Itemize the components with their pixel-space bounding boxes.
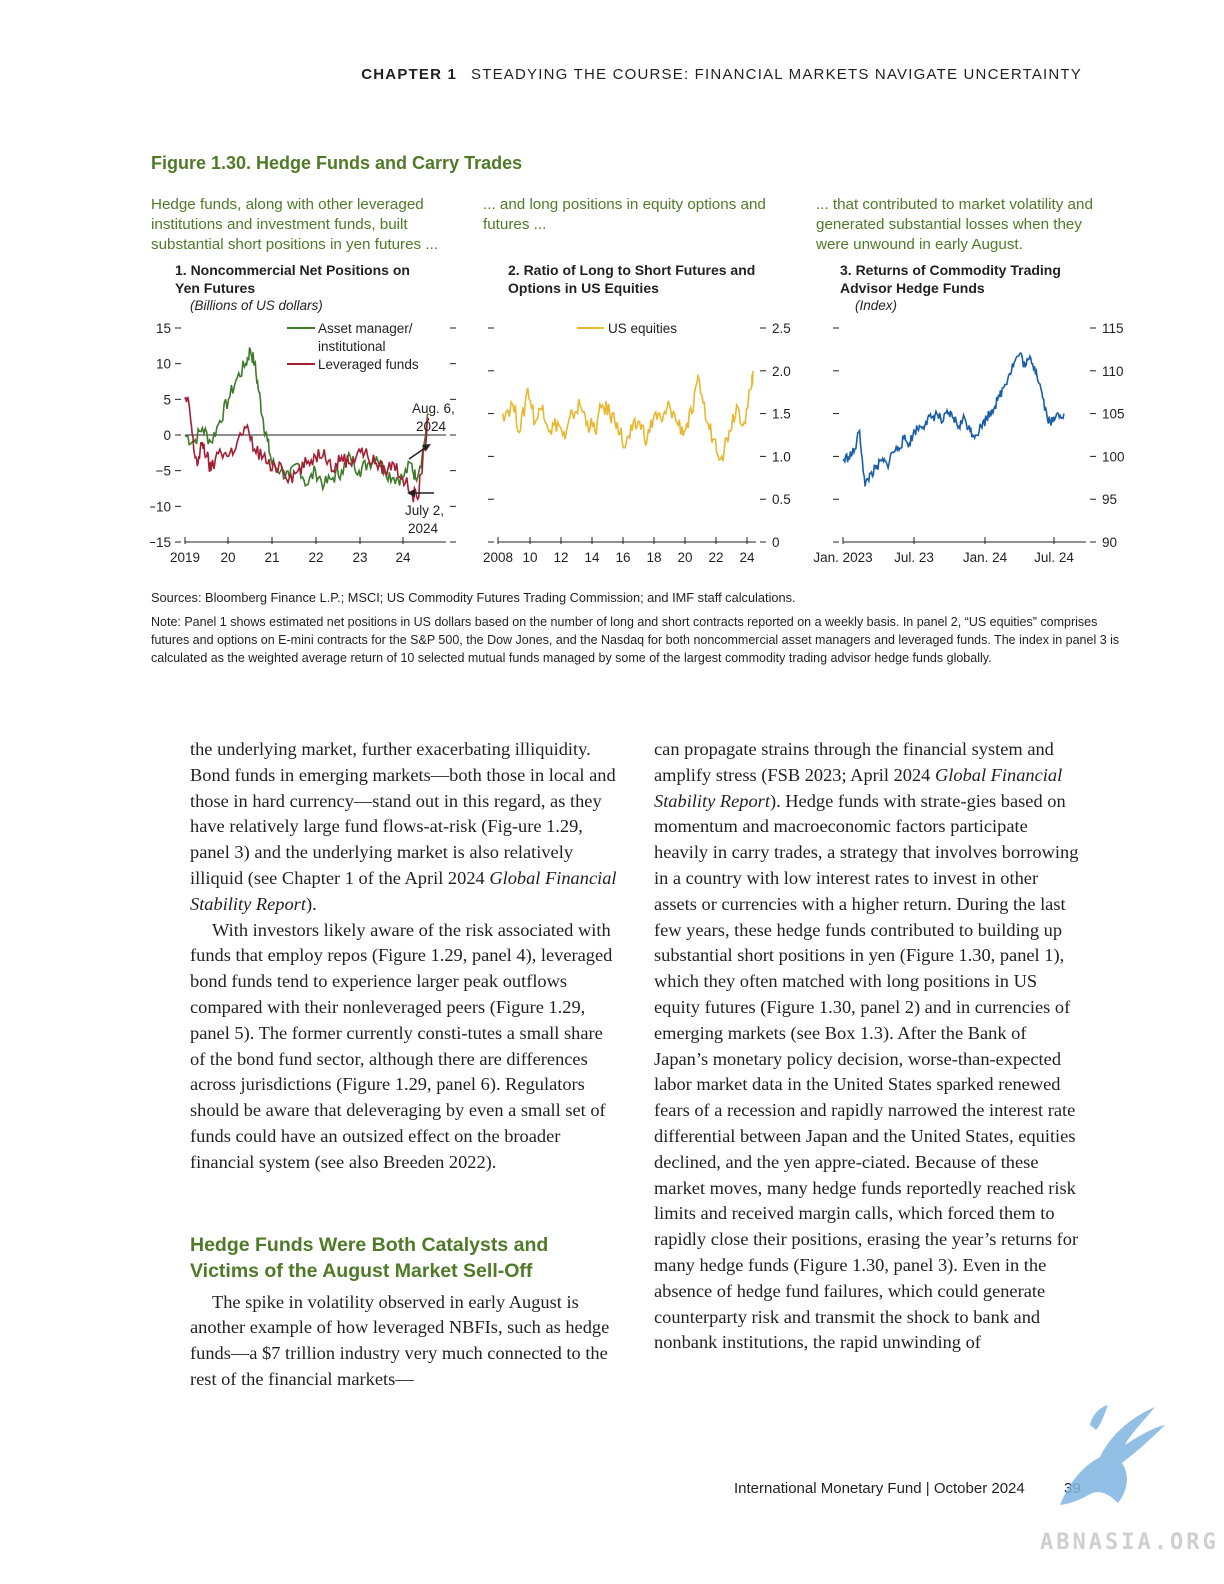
- paragraph-left-3: The spike in volatility observed in earl…: [190, 1291, 610, 1389]
- paragraph-left-1-end: ).: [305, 893, 317, 914]
- x-tick-label: 22: [708, 550, 723, 565]
- y-tick-label: 2.0: [772, 364, 791, 379]
- griffin-watermark-logo: [1060, 1405, 1165, 1505]
- x-tick-label: 22: [308, 550, 323, 565]
- annotation-july-2: July 2, 2024: [405, 489, 444, 536]
- body-right-column: can propagate strains through the financ…: [654, 737, 1084, 1356]
- x-tick-label: 14: [584, 550, 600, 565]
- y-tick-label: 5: [163, 392, 171, 407]
- annotation-aug-6-arrowhead: [422, 444, 431, 451]
- paragraph-left-1: the underlying market, further exacerbat…: [190, 737, 620, 918]
- y-tick-label: 2.5: [772, 321, 791, 336]
- x-tick-label: 24: [739, 550, 755, 565]
- running-header: CHAPTER 1 STEADYING THE COURSE: FINANCIAL…: [361, 66, 1082, 83]
- x-tick-label: 12: [553, 550, 568, 565]
- report-title-italic-right: Global Financial Stability Report: [654, 764, 1063, 811]
- paragraph-right-1-rest: ). Hedge funds with strate-gies based on…: [654, 790, 1079, 1353]
- figure-sources: Sources: Bloomberg Finance L.P.; MSCI; U…: [151, 590, 796, 605]
- series-line-1: [842, 351, 1065, 487]
- section-heading: Hedge Funds Were Both Catalysts and Vict…: [190, 1233, 549, 1282]
- paragraph-left-2: With investors likely aware of the risk …: [190, 919, 613, 1172]
- y-tick-label: −15: [150, 535, 171, 550]
- x-tick-label: Jul. 24: [1034, 550, 1074, 565]
- annotation-aug-6-line1: Aug. 6,: [412, 401, 455, 416]
- chapter-title: STEADYING THE COURSE: FINANCIAL MARKETS …: [471, 66, 1082, 83]
- figure-title: Figure 1.30. Hedge Funds and Carry Trade…: [151, 153, 523, 173]
- y-tick-label: −10: [150, 499, 171, 514]
- lead-text-2: ... and long positions in equity options…: [483, 196, 766, 233]
- body-left-column: the underlying market, further exacerbat…: [190, 737, 620, 1393]
- annotation-aug-6: Aug. 6, 2024: [408, 401, 455, 460]
- panel-1-title: 1. Noncommercial Net Positions on Yen Fu…: [175, 261, 415, 315]
- panel-1-title-text: 1. Noncommercial Net Positions on Yen Fu…: [175, 262, 410, 296]
- x-tick-label: Jan. 2023: [813, 550, 872, 565]
- series-line-2: [184, 395, 430, 503]
- series-line-1: [184, 347, 430, 493]
- x-tick-label: 20: [220, 550, 235, 565]
- y-tick-label: 10: [156, 357, 171, 372]
- panel-1-unit: (Billions of US dollars): [190, 298, 323, 313]
- x-tick-label: Jan. 24: [963, 550, 1008, 565]
- x-tick-label: 2019: [170, 550, 200, 565]
- footer-text: International Monetary Fund | October 20…: [734, 1480, 1025, 1497]
- y-tick-label: 15: [156, 321, 171, 336]
- annotation-july-2-line2: 2024: [408, 521, 439, 536]
- y-tick-label: 105: [1102, 407, 1125, 422]
- x-tick-label: 21: [264, 550, 279, 565]
- y-tick-label: 1.5: [772, 407, 791, 422]
- y-tick-label: 1.0: [772, 449, 791, 464]
- lead-text-1: Hedge funds, along with other leveraged …: [151, 196, 439, 253]
- y-tick-label: 110: [1102, 364, 1124, 379]
- chapter-label: CHAPTER 1: [361, 66, 458, 83]
- panel-3-title: 3. Returns of Commodity Trading Advisor …: [840, 261, 1105, 315]
- y-tick-label: 95: [1102, 492, 1117, 507]
- panel-3-unit: (Index): [855, 298, 898, 313]
- panel-2-title-text: 2. Ratio of Long to Short Futures and Op…: [508, 262, 756, 296]
- x-tick-label: 18: [646, 550, 661, 565]
- paragraph-left-1-text: the underlying market, further exacerbat…: [190, 739, 616, 888]
- panel-3-title-text: 3. Returns of Commodity Trading Advisor …: [840, 262, 1061, 296]
- y-tick-label: 0: [772, 535, 780, 550]
- paragraph-right-1-start: can propagate strains through the financ…: [654, 739, 1054, 785]
- panel-2-title: 2. Ratio of Long to Short Futures and Op…: [508, 261, 793, 297]
- x-tick-label: 20: [677, 550, 692, 565]
- lead-text-3: ... that contributed to market volatilit…: [816, 196, 1093, 253]
- legend-label-leveraged-funds: Leveraged funds: [318, 357, 419, 372]
- report-title-italic: Global Financial Stability Report: [190, 867, 617, 914]
- panel-2-legend: US equities: [577, 321, 677, 336]
- paragraph-right-1: can propagate strains through the financ…: [654, 737, 1084, 1356]
- figure-note: Note: Panel 1 shows estimated net positi…: [151, 615, 1120, 665]
- y-tick-label: 0.5: [772, 492, 791, 507]
- annotation-july-2-arrowhead: [407, 489, 415, 497]
- x-tick-label: 2008: [483, 550, 513, 565]
- x-tick-label: 16: [615, 550, 630, 565]
- x-tick-label: Jul. 23: [894, 550, 934, 565]
- x-tick-label: 23: [352, 550, 367, 565]
- series-line-1: [501, 370, 754, 462]
- watermark-text: ABNASIA.ORG: [1040, 1530, 1219, 1555]
- legend-label-us-equities: US equities: [608, 321, 677, 336]
- y-tick-label: 115: [1102, 321, 1124, 336]
- annotation-aug-6-line2: 2024: [416, 419, 447, 434]
- annotation-july-2-line1: July 2,: [405, 503, 444, 518]
- y-tick-label: 0: [163, 428, 171, 443]
- panel-1-legend: Asset manager/ institutional Leveraged f…: [287, 321, 419, 372]
- legend-label-asset-manager-1: Asset manager/: [318, 321, 413, 336]
- y-tick-label: −5: [156, 464, 171, 479]
- panel-3-chart: 115 110 105 100 95 90 Jan. 2023 Jul. 23 Jan. 24 J…: [813, 321, 1125, 565]
- x-tick-label: 10: [522, 550, 537, 565]
- legend-label-asset-manager-2: institutional: [318, 339, 386, 354]
- panel-2-chart: 2.5 2.0 1.5 1.0 0.5 0 2008 10 12 14 16 18 20 22 24 US …: [483, 321, 791, 565]
- griffin-head: [1090, 1405, 1108, 1430]
- griffin-shape: [1060, 1407, 1165, 1505]
- y-tick-label: 100: [1102, 449, 1125, 464]
- y-tick-label: 90: [1102, 535, 1117, 550]
- x-tick-label: 24: [395, 550, 411, 565]
